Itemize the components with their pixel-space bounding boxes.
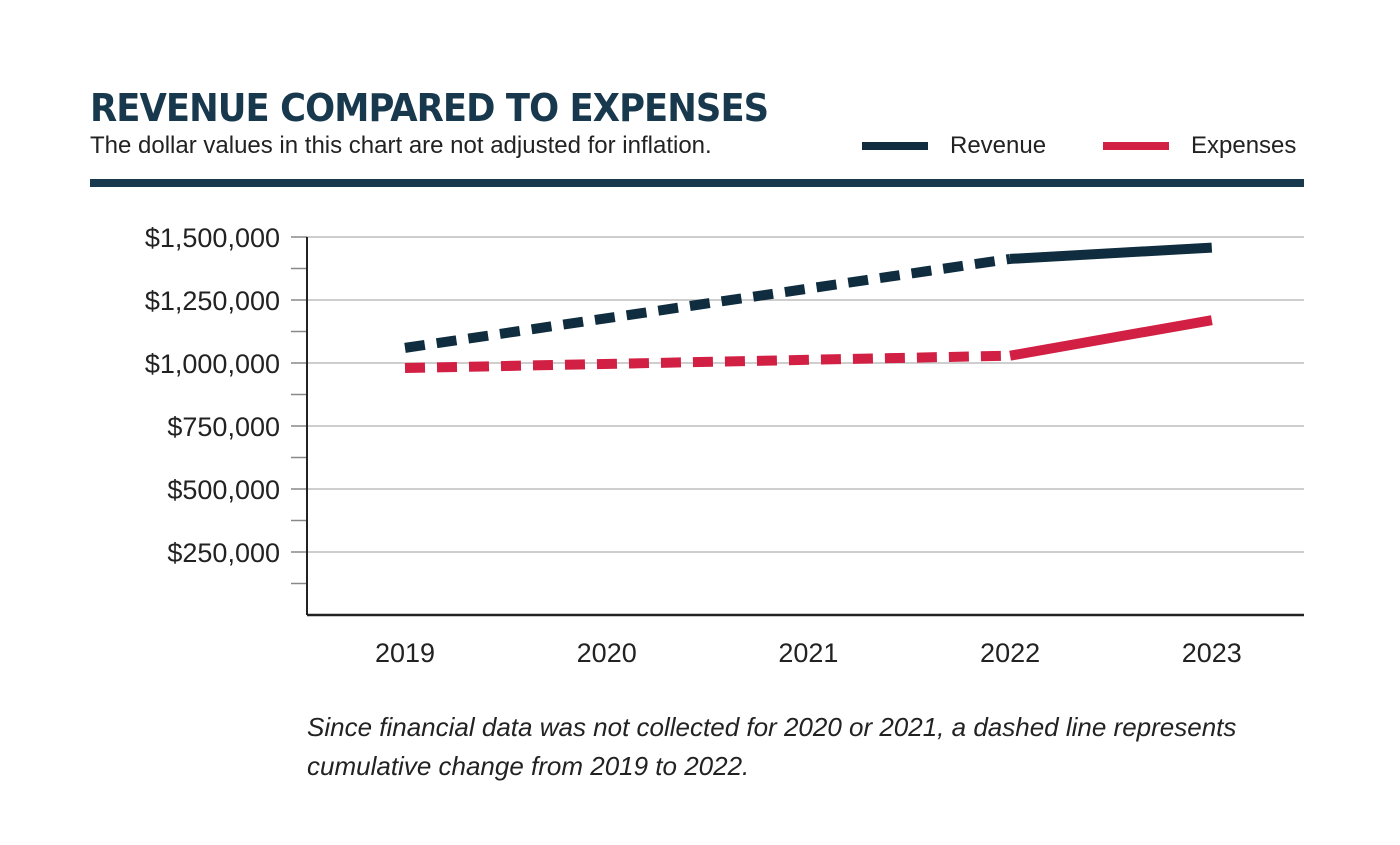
y-tick-label: $1,000,000 (145, 349, 280, 379)
y-tick-label: $250,000 (167, 538, 280, 568)
series-line-revenue-dashed (404, 253, 1011, 353)
y-tick-label: $1,250,000 (145, 286, 280, 316)
legend-item-expenses: Expenses (1103, 132, 1296, 160)
x-tick-label: 2021 (778, 638, 838, 668)
legend-label-revenue: Revenue (950, 132, 1047, 159)
x-tick-label: 2023 (1182, 638, 1242, 668)
series-line-expenses-dashed (404, 350, 1011, 374)
y-tick-label: $1,500,000 (145, 223, 280, 253)
chart-title: REVENUE COMPARED TO EXPENSES (90, 86, 769, 130)
series-line-revenue-solid (1009, 242, 1213, 264)
chart-subtitle: The dollar values in this chart are not … (90, 132, 712, 159)
chart-annotation: Since financial data was not collected f… (307, 712, 1237, 781)
x-tick-label: 2020 (577, 638, 637, 668)
y-tick-label: $750,000 (167, 412, 280, 442)
legend-label-expenses: Expenses (1191, 132, 1297, 159)
series-line-expenses-solid (1009, 315, 1213, 361)
x-tick-label: 2019 (375, 638, 435, 668)
legend-item-revenue: Revenue (862, 132, 1046, 160)
header-rule (90, 179, 1304, 187)
x-tick-label: 2022 (980, 638, 1040, 668)
legend-swatch-revenue (862, 142, 928, 150)
legend-swatch-expenses (1103, 142, 1169, 150)
y-tick-label: $500,000 (167, 475, 280, 505)
